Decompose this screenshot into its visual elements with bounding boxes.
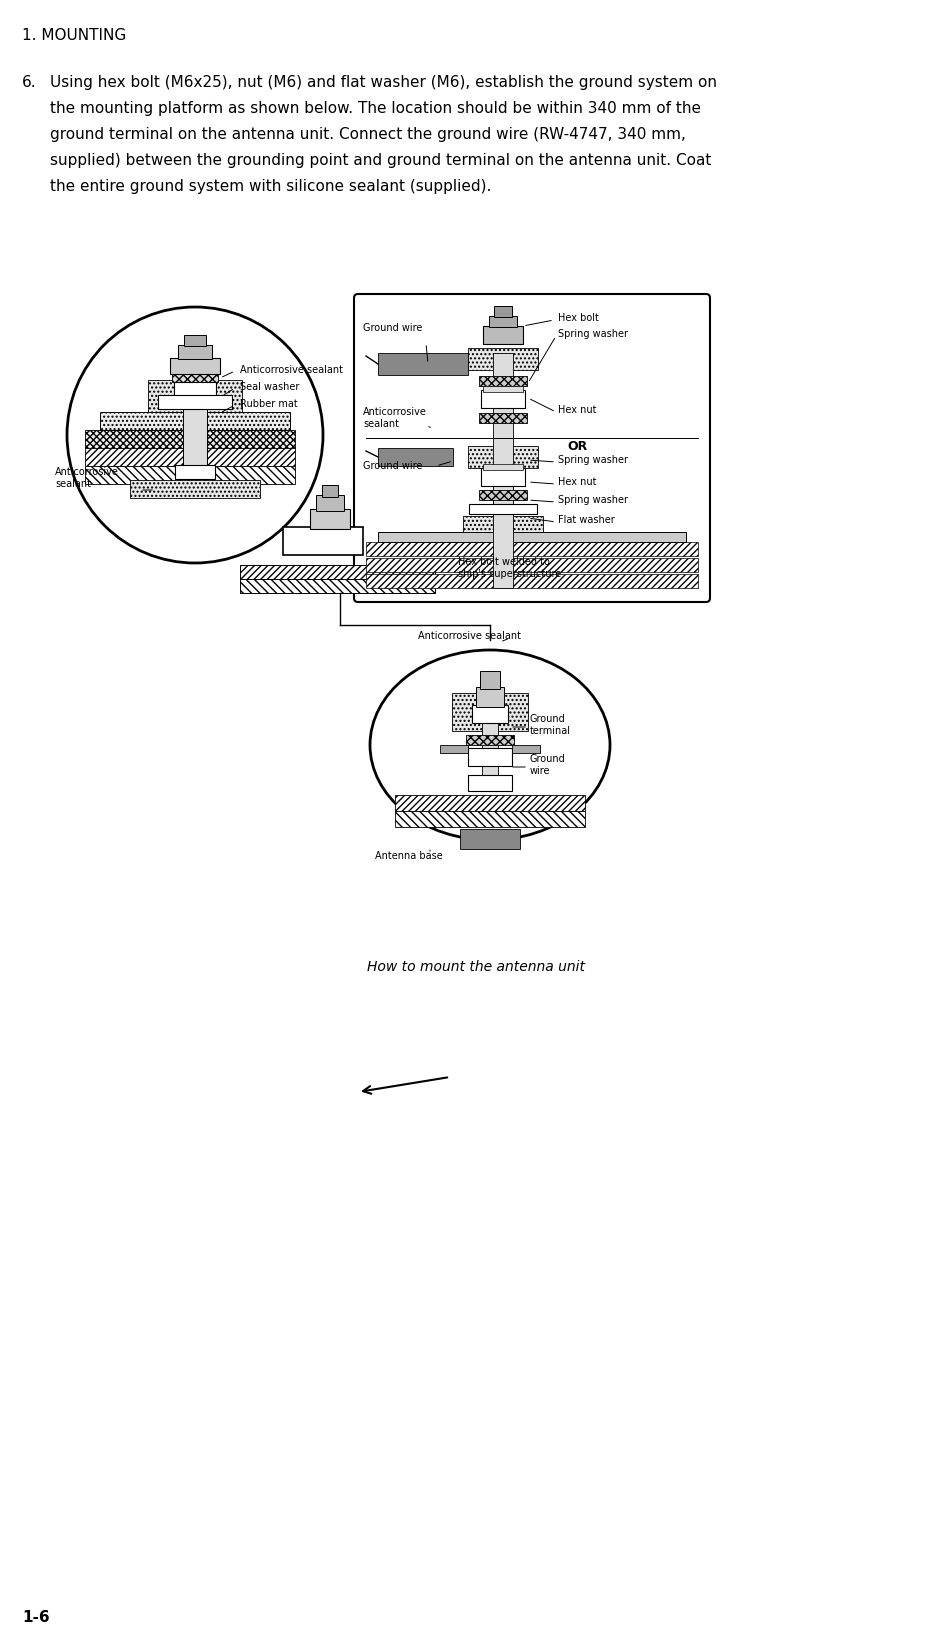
Bar (148, 380, 242, 411)
Bar (469, 504, 537, 514)
Text: Hex nut: Hex nut (558, 477, 597, 486)
Bar (366, 558, 698, 571)
Bar (512, 744, 540, 752)
Text: Rubber mat: Rubber mat (240, 398, 298, 410)
Bar (366, 574, 698, 588)
Text: Spring washer: Spring washer (558, 330, 628, 339)
Text: ground terminal on the antenna unit. Connect the ground wire (RW-4747, 340 mm,: ground terminal on the antenna unit. Con… (50, 127, 685, 142)
Bar (472, 705, 508, 723)
Bar (310, 509, 350, 529)
Bar (378, 449, 453, 467)
Bar (283, 527, 363, 555)
Text: Ground wire: Ground wire (363, 460, 423, 472)
Text: Anticorrosive
sealant: Anticorrosive sealant (55, 467, 119, 490)
Bar (85, 467, 295, 485)
Bar (175, 465, 215, 480)
Text: OR: OR (568, 439, 588, 452)
Bar (481, 468, 525, 486)
Text: Hex bolt: Hex bolt (558, 313, 599, 323)
Text: How to mount the antenna unit: How to mount the antenna unit (367, 960, 585, 974)
Bar (468, 348, 538, 370)
Bar (479, 375, 527, 387)
FancyBboxPatch shape (354, 294, 710, 602)
Ellipse shape (370, 650, 610, 840)
Text: Ground wire: Ground wire (363, 323, 423, 333)
Text: Hex nut: Hex nut (558, 405, 597, 415)
Text: supplied) between the grounding point and ground terminal on the antenna unit. C: supplied) between the grounding point an… (50, 153, 711, 168)
Text: Ground
wire: Ground wire (530, 754, 565, 775)
Bar (174, 382, 216, 397)
Bar (184, 335, 206, 346)
Bar (468, 775, 512, 792)
Bar (479, 413, 527, 423)
Text: 1. MOUNTING: 1. MOUNTING (22, 28, 127, 42)
Bar (85, 449, 295, 467)
Bar (483, 387, 523, 392)
Bar (378, 353, 468, 375)
Text: the mounting platform as shown below. The location should be within 340 mm of th: the mounting platform as shown below. Th… (50, 101, 701, 116)
Bar (366, 542, 698, 557)
Bar (178, 344, 212, 359)
Text: the entire ground system with silicone sealant (supplied).: the entire ground system with silicone s… (50, 180, 491, 194)
Text: Antenna base: Antenna base (375, 850, 443, 862)
Bar (395, 795, 585, 811)
Text: ship's superstructure: ship's superstructure (458, 570, 562, 579)
Bar (170, 357, 220, 374)
Text: Hex bolt welded to: Hex bolt welded to (458, 557, 550, 566)
Bar (240, 579, 435, 592)
Bar (183, 370, 207, 465)
Text: Anticorrosive
sealant: Anticorrosive sealant (363, 408, 426, 429)
Bar (316, 494, 344, 511)
Bar (240, 565, 435, 579)
Bar (172, 397, 218, 405)
Circle shape (67, 307, 323, 563)
Bar (452, 694, 528, 731)
Bar (100, 411, 290, 429)
Text: Seal washer: Seal washer (240, 382, 299, 392)
Bar (322, 485, 338, 498)
Text: 6.: 6. (22, 75, 36, 90)
Bar (378, 532, 686, 542)
Text: Flat washer: Flat washer (558, 516, 615, 526)
Bar (460, 829, 520, 849)
Text: Using hex bolt (M6x25), nut (M6) and flat washer (M6), establish the ground syst: Using hex bolt (M6x25), nut (M6) and fla… (50, 75, 717, 90)
Text: 1-6: 1-6 (22, 1611, 50, 1625)
Bar (130, 480, 260, 498)
Text: Spring washer: Spring washer (558, 494, 628, 504)
Bar (481, 390, 525, 408)
Bar (468, 747, 512, 765)
Bar (493, 353, 513, 534)
Bar (468, 446, 538, 468)
Bar (395, 811, 585, 827)
Bar (158, 395, 232, 410)
Bar (493, 468, 513, 588)
Bar (479, 490, 527, 499)
Bar (85, 429, 295, 449)
Bar (482, 705, 498, 777)
Bar (476, 687, 504, 707)
Bar (440, 744, 468, 752)
Text: Ground
terminal: Ground terminal (530, 715, 571, 736)
Text: Anticorrosive sealant: Anticorrosive sealant (419, 632, 522, 641)
Bar (489, 317, 517, 326)
Text: Spring washer: Spring washer (558, 455, 628, 465)
Bar (483, 326, 523, 344)
Bar (466, 734, 514, 744)
Bar (172, 374, 218, 382)
Text: Anticorrosive sealant: Anticorrosive sealant (240, 366, 343, 375)
Bar (480, 671, 500, 689)
Bar (483, 463, 523, 470)
Bar (463, 516, 543, 542)
Bar (494, 307, 512, 317)
